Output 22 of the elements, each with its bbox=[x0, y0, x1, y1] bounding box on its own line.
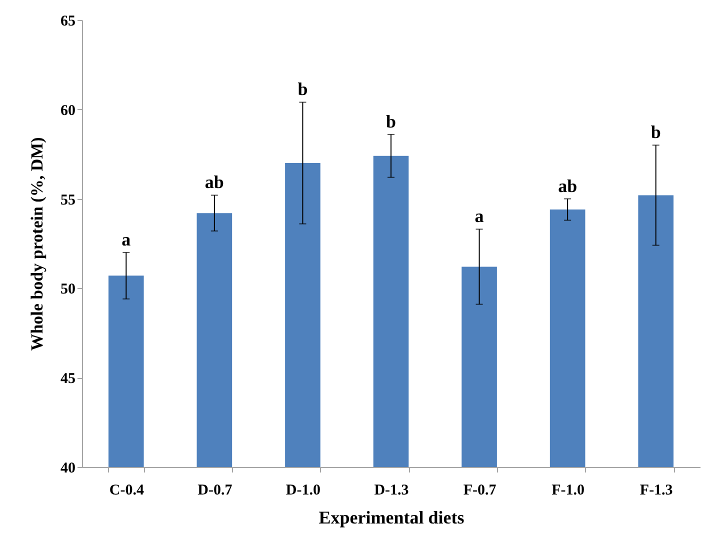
annotation: b bbox=[650, 122, 661, 142]
y-tick-label: 55 bbox=[60, 192, 76, 208]
y-tick-label: 60 bbox=[60, 102, 76, 119]
x-tick-label: F-0.7 bbox=[463, 482, 497, 498]
annotation: a bbox=[122, 229, 131, 250]
y-axis-title: Whole body protein (%, DM) bbox=[28, 137, 46, 351]
x-axis-title: Experimental diets bbox=[318, 508, 464, 528]
y-tick-label: 40 bbox=[60, 460, 76, 476]
annotation: ab bbox=[204, 172, 224, 192]
annotation: b bbox=[298, 79, 308, 100]
x-tick-label: F-1.0 bbox=[552, 482, 585, 498]
annotation: b bbox=[386, 111, 396, 132]
y-tick-label: 50 bbox=[60, 282, 76, 298]
x-tick-label: D-1.3 bbox=[374, 482, 409, 498]
y-tick-label: 65 bbox=[60, 14, 76, 30]
x-tick-label: D-1.0 bbox=[286, 482, 321, 498]
x-tick-label: C-0.4 bbox=[109, 482, 144, 498]
annotation: a bbox=[474, 206, 484, 226]
x-tick-label: D-0.7 bbox=[198, 482, 233, 498]
annotation: ab bbox=[558, 176, 578, 196]
y-tick-label: 45 bbox=[60, 371, 76, 388]
x-tick-label: F-1.3 bbox=[640, 482, 673, 498]
